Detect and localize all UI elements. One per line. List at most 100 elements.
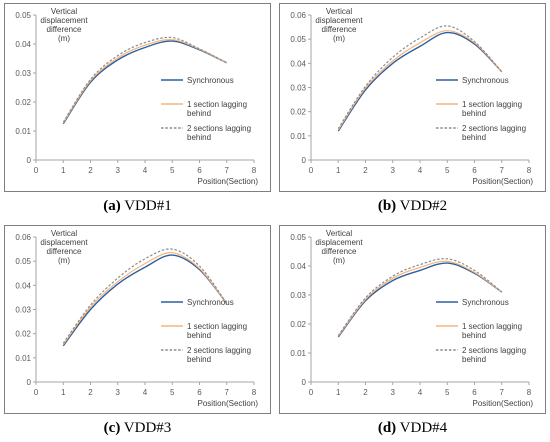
- legend-label-line: 1 section lagging: [462, 100, 522, 109]
- series-line-1: [337, 262, 503, 338]
- caption-b: (b) VDD#2: [275, 198, 550, 215]
- y-tick-label: 0.02: [15, 98, 31, 107]
- legend-label-3: 2 sections lagging behind: [187, 346, 251, 364]
- x-tick-label: 4: [143, 388, 148, 397]
- series-line-3: [337, 258, 503, 336]
- legend-label-line: 2 sections lagging: [462, 346, 526, 355]
- x-tick-label: 1: [61, 388, 66, 397]
- y-tick-label: 0.01: [290, 349, 306, 358]
- x-tick-label: 7: [500, 388, 505, 397]
- x-tick-label: 0: [34, 166, 39, 175]
- x-tick-label: 3: [116, 388, 121, 397]
- legend-label-line: Synchronous: [462, 298, 509, 307]
- y-tick-label: 0.03: [15, 306, 31, 315]
- y-tick-label: 0.03: [290, 84, 306, 93]
- caption-d: (d) VDD#4: [275, 420, 550, 437]
- x-tick-label: 6: [197, 388, 202, 397]
- y-tick-label: 0.03: [15, 69, 31, 78]
- y-axis-label-line: displacement: [40, 238, 88, 247]
- y-tick-label: 0: [27, 156, 32, 165]
- legend-label-line: behind: [462, 133, 486, 142]
- y-tick-label: 0.02: [15, 330, 31, 339]
- y-tick-label: 0.04: [15, 281, 31, 290]
- x-tick-label: 8: [252, 388, 257, 397]
- legend-label-line: Synchronous: [462, 76, 509, 85]
- x-tick-label: 1: [336, 166, 341, 175]
- y-axis-label: Vertical displacement difference (m): [40, 7, 88, 43]
- legend-label-line: 1 section lagging: [187, 100, 247, 109]
- chart-c: 0 0.01 0.02 0.03 0.04 0.05 0.06 0 1 2 3 4 5 6 7 8 Positi…: [4, 225, 271, 414]
- y-axis-label-line: displacement: [315, 238, 363, 247]
- x-tick-label: 6: [197, 166, 202, 175]
- x-tick-label: 2: [88, 166, 93, 175]
- legend-label-2: 1 section lagging behind: [187, 322, 247, 340]
- legend-label-line: 1 section lagging: [187, 322, 247, 331]
- legend-label-2: 1 section lagging behind: [462, 322, 522, 340]
- legend-label-line: 2 sections lagging: [187, 346, 251, 355]
- legend-label-line: Synchronous: [187, 76, 234, 85]
- chart-panel-c: 0 0.01 0.02 0.03 0.04 0.05 0.06 0 1 2 3 4 5 6 7 8 Positi…: [0, 222, 275, 442]
- caption-d-letter: (d): [377, 420, 397, 436]
- x-tick-label: 4: [143, 166, 148, 175]
- x-tick-label: 8: [252, 166, 257, 175]
- legend-label-3: 2 sections lagging behind: [187, 124, 251, 142]
- x-tick-label: 2: [363, 166, 368, 175]
- x-tick-label: 5: [445, 388, 450, 397]
- x-tick-label: 3: [391, 166, 396, 175]
- y-axis-label: Vertical displacement difference (m): [40, 229, 88, 265]
- y-tick-label: 0.05: [15, 257, 31, 266]
- x-tick-label: 2: [363, 388, 368, 397]
- x-axis-label: Position(Section): [198, 177, 259, 186]
- y-tick-label: 0.04: [290, 59, 306, 68]
- legend-label-1: Synchronous: [187, 76, 234, 85]
- legend-label-line: behind: [462, 109, 486, 118]
- legend-label-line: behind: [187, 331, 211, 340]
- caption-a: (a) VDD#1: [0, 198, 275, 215]
- y-axis-label-line: (m): [333, 256, 345, 265]
- y-axis-label-line: Vertical: [326, 229, 352, 238]
- caption-c: (c) VDD#3: [0, 420, 275, 437]
- series-line-2: [62, 252, 228, 345]
- y-axis-label-line: (m): [333, 34, 345, 43]
- legend-label-line: Synchronous: [187, 298, 234, 307]
- chart-panel-b: 0 0.01 0.02 0.03 0.04 0.05 0.06 0 1 2 3 4 5 6 7 8 Positi…: [275, 0, 550, 220]
- y-tick-label: 0.06: [15, 233, 31, 242]
- legend-label-3: 2 sections lagging behind: [462, 124, 526, 142]
- series-line-2: [62, 39, 228, 124]
- series-line-3: [62, 36, 228, 123]
- series-line-1: [337, 31, 503, 132]
- chart-panel-d: 0 0.01 0.02 0.03 0.04 0.05 0 1 2 3 4 5 6 7 8 Position(S…: [275, 222, 550, 442]
- y-tick-label: 0.05: [290, 233, 306, 242]
- y-axis-label-line: difference: [322, 25, 358, 34]
- y-axis-label-line: displacement: [315, 16, 363, 25]
- y-axis-label-line: difference: [322, 247, 358, 256]
- chart-panel-a: 0 0.01 0.02 0.03 0.04 0.05 0 1 2 3 4 5 6 7 8 Position(S…: [0, 0, 275, 220]
- legend-label-1: Synchronous: [187, 298, 234, 307]
- x-tick-label: 8: [527, 388, 532, 397]
- legend-label-line: behind: [187, 355, 211, 364]
- x-tick-label: 5: [170, 388, 175, 397]
- x-tick-label: 3: [391, 388, 396, 397]
- series-line-3: [337, 25, 503, 129]
- series-line-3: [62, 248, 228, 344]
- legend-label-1: Synchronous: [462, 298, 509, 307]
- x-tick-label: 2: [88, 388, 93, 397]
- y-axis-label-line: Vertical: [51, 7, 77, 16]
- x-tick-label: 6: [472, 166, 477, 175]
- caption-c-letter: (c): [103, 420, 121, 436]
- y-axis-label-line: (m): [58, 34, 70, 43]
- y-axis-label: Vertical displacement difference (m): [315, 7, 363, 43]
- caption-b-text: VDD#2: [396, 198, 448, 214]
- x-tick-label: 5: [170, 166, 175, 175]
- series-line-1: [62, 254, 228, 347]
- y-tick-label: 0.02: [290, 108, 306, 117]
- caption-b-letter: (b): [377, 198, 397, 214]
- y-tick-label: 0.05: [290, 35, 306, 44]
- x-axis-label: Position(Section): [198, 399, 259, 408]
- x-tick-label: 4: [418, 166, 423, 175]
- chart-frame: [4, 3, 271, 192]
- y-axis-label-line: difference: [47, 25, 83, 34]
- y-axis-label-line: displacement: [40, 16, 88, 25]
- legend-label-2: 1 section lagging behind: [462, 100, 522, 118]
- legend-label-line: 2 sections lagging: [187, 124, 251, 133]
